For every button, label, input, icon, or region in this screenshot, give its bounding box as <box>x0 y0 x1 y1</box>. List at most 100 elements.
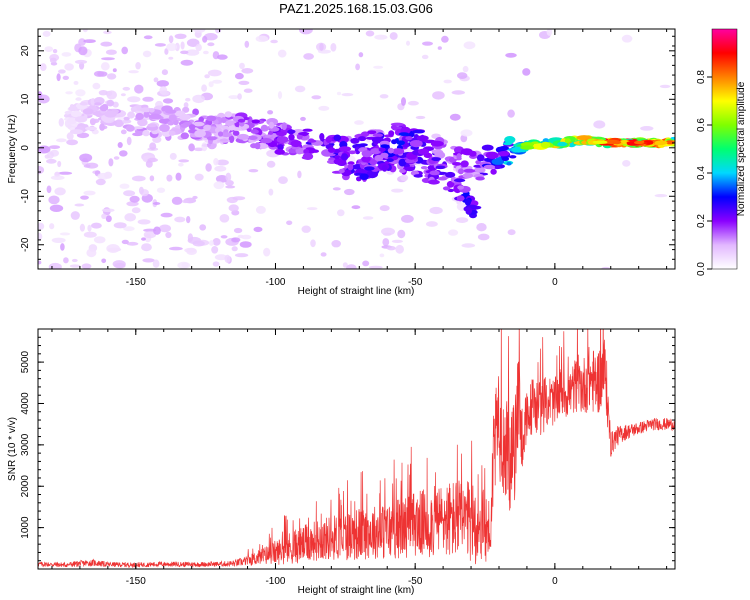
ridge-blob <box>268 121 275 129</box>
branch-blob <box>437 176 448 181</box>
noise-blob <box>507 109 515 118</box>
ridge-blob <box>165 109 177 114</box>
noise-blob <box>82 29 88 33</box>
noise-blob <box>202 35 208 43</box>
noise-blob <box>177 261 191 269</box>
spectrogram-x-axis-label: Height of straight line (km) <box>298 286 415 297</box>
colorbar-tick-label: 0.4 <box>696 166 707 180</box>
noise-blob <box>81 263 92 269</box>
noise-blob <box>161 91 170 96</box>
ridge-blob <box>188 124 196 130</box>
noise-blob <box>215 29 222 34</box>
noise-blob <box>105 49 117 55</box>
noise-blob <box>432 91 445 100</box>
ridge-blob <box>501 156 510 161</box>
noise-blob <box>208 81 214 88</box>
ridge-blob <box>409 140 423 148</box>
ridge-blob <box>457 168 464 175</box>
noise-blob <box>429 206 443 215</box>
noise-blob <box>341 93 354 97</box>
ridge-blob <box>147 123 158 128</box>
noise-blob <box>235 72 244 80</box>
noise-blob <box>400 174 409 182</box>
ridge-blob <box>504 136 516 144</box>
ridge-blob <box>127 111 135 119</box>
noise-blob <box>437 46 442 50</box>
spectrogram-x-tick-label: -150 <box>126 277 146 288</box>
noise-blob <box>354 120 364 125</box>
ridge-blob <box>405 136 413 141</box>
colorbar-tick-label: 0.2 <box>696 214 707 228</box>
noise-blob <box>79 223 85 232</box>
noise-blob <box>507 229 516 236</box>
noise-blob <box>255 205 266 214</box>
noise-blob <box>44 46 54 52</box>
noise-blob <box>461 243 476 248</box>
ridge-blob <box>367 130 377 135</box>
noise-blob <box>243 88 253 93</box>
noise-blob <box>59 232 71 236</box>
ridge-blob <box>557 141 568 147</box>
ridge-blob <box>228 135 235 144</box>
noise-blob <box>42 30 51 37</box>
noise-blob <box>382 238 390 247</box>
branch-blob <box>347 161 355 165</box>
noise-blob <box>87 224 92 232</box>
noise-blob <box>48 262 62 269</box>
noise-blob <box>286 220 293 226</box>
noise-blob <box>100 41 113 47</box>
noise-blob <box>303 53 314 60</box>
noise-blob <box>58 118 64 127</box>
noise-blob <box>297 170 302 179</box>
ridge-blob <box>143 111 150 118</box>
noise-blob <box>86 248 97 258</box>
noise-blob <box>449 113 461 121</box>
branch-blob <box>429 170 440 176</box>
ridge-blob <box>142 129 150 137</box>
noise-blob <box>457 72 468 79</box>
ridge-blob <box>220 117 227 124</box>
snr-x-tick-label: -100 <box>265 576 285 587</box>
branch-blob <box>456 195 465 202</box>
noise-blob <box>62 75 69 80</box>
ridge-blob <box>220 132 233 138</box>
noise-blob <box>212 261 220 267</box>
noise-blob <box>50 175 65 180</box>
snr-panel: -150 -100 -50 0 1000 2000 3000 4000 5000 Height … <box>7 328 676 596</box>
ridge-blob <box>509 155 517 159</box>
noise-blob <box>63 257 69 264</box>
ridge-blob <box>232 130 240 136</box>
noise-blob <box>546 29 553 36</box>
noise-blob <box>406 40 410 46</box>
noise-blob <box>207 69 222 77</box>
branch-blob <box>464 198 471 206</box>
spectrogram-y-tick-label: 20 <box>20 45 31 57</box>
noise-blob <box>183 102 189 108</box>
branch-blob <box>442 186 451 191</box>
snr-y-axis-label: SNR (10 * v/v) <box>7 417 18 481</box>
ridge-blob <box>380 144 389 149</box>
noise-blob <box>368 265 383 269</box>
noise-blob <box>214 165 227 172</box>
spectrogram-y-tick-label: 0 <box>20 145 31 151</box>
noise-blob <box>443 79 452 84</box>
ridge-blob <box>412 129 425 134</box>
noise-blob <box>379 205 390 212</box>
colorbar-tick-label: 0.6 <box>696 118 707 132</box>
noise-blob <box>318 49 331 54</box>
noise-blob <box>152 202 161 205</box>
noise-blob <box>659 84 671 89</box>
ridge-blob <box>350 137 360 144</box>
noise-blob <box>426 221 438 227</box>
branch-blob <box>457 185 464 190</box>
ridge-blob <box>502 142 513 146</box>
ridge-blob <box>180 132 189 140</box>
noise-blob <box>79 62 85 70</box>
noise-blob <box>142 258 155 263</box>
ridge-blob <box>168 130 176 136</box>
ridge-blob <box>483 164 496 170</box>
ridge-blob <box>490 168 497 175</box>
colorbar-tick-label: 0.8 <box>696 70 707 84</box>
noise-blob <box>38 232 43 241</box>
colorbar-gradient <box>711 28 738 270</box>
